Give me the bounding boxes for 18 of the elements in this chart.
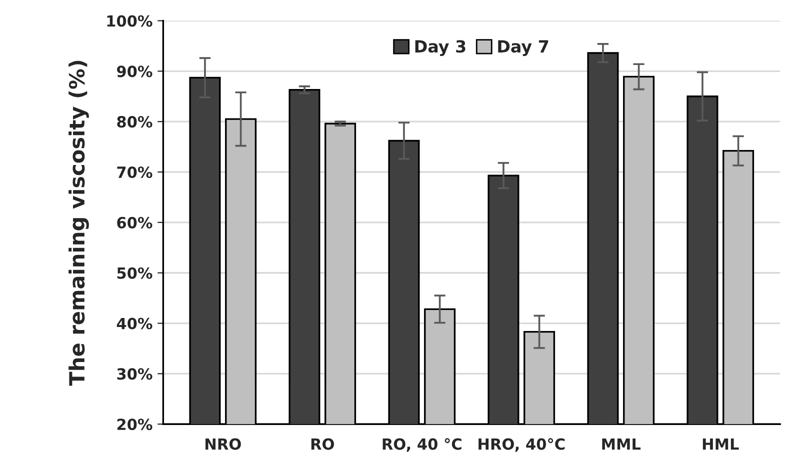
- x-tick-label: RO, 40 °C: [382, 438, 462, 452]
- y-tick-label: 90%: [116, 66, 152, 78]
- y-tick-label: 20%: [117, 418, 152, 430]
- y-tick-label: 80%: [117, 116, 152, 128]
- x-tick-label: HML: [702, 438, 739, 450]
- y-tick-label: 100%: [107, 15, 152, 27]
- x-tick-label: NRO: [206, 438, 241, 450]
- y-tick-label: 50%: [117, 267, 152, 279]
- x-tick-label: MML: [602, 438, 641, 450]
- y-axis-title: The remaining viscosity (%): [68, 60, 89, 386]
- y-tick-label: 30%: [117, 368, 152, 380]
- y-tick-label: 40%: [116, 318, 152, 330]
- x-tick-label: HRO, 40°C: [478, 438, 565, 452]
- y-tick-label: 70%: [117, 166, 152, 178]
- legend-label: Day 7: [498, 40, 548, 56]
- y-tick-label: 60%: [117, 216, 152, 228]
- legend-label: Day 3: [415, 40, 466, 56]
- x-tick-label: RO: [311, 438, 334, 450]
